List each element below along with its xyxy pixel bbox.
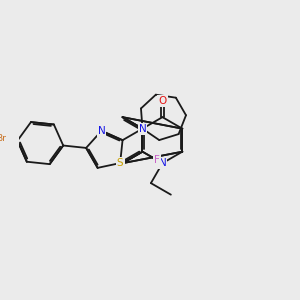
Text: S: S: [117, 158, 124, 168]
Text: N: N: [139, 124, 146, 134]
Text: Br: Br: [0, 134, 6, 143]
Text: F: F: [154, 155, 160, 165]
Text: N: N: [159, 158, 166, 168]
Text: O: O: [158, 96, 166, 106]
Text: N: N: [98, 126, 105, 136]
